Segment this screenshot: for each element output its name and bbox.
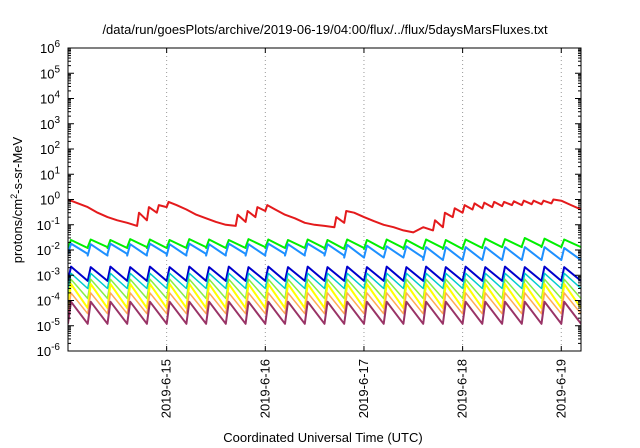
y-tick-base: 10	[40, 142, 54, 157]
y-tick-label: 104	[40, 90, 60, 107]
series-group	[68, 198, 581, 325]
y-tick-exp: -3	[51, 266, 60, 277]
series-line-0	[68, 198, 581, 234]
y-tick-label: 10-5	[37, 317, 61, 334]
y-axis-label-sup: 2	[9, 194, 19, 199]
y-tick-exp: 6	[54, 39, 60, 50]
y-tick-exp: 0	[54, 191, 60, 202]
y-axis-label: protons/cm2-s-sr-MeV	[9, 136, 25, 263]
y-axis: 10-610-510-410-310-210-11001011021031041…	[37, 39, 581, 359]
x-tick-label: 2019-6-16	[257, 359, 272, 418]
y-tick-base: 10	[40, 66, 54, 81]
y-tick-label: 10-1	[37, 216, 61, 233]
series-line-3	[68, 265, 581, 282]
x-tick-label: 2019-6-17	[356, 359, 371, 418]
y-tick-exp: 5	[54, 64, 60, 75]
chart-title: /data/run/goesPlots/archive/2019-06-19/0…	[102, 22, 548, 37]
x-axis: 2019-6-15 2019-6-16 2019-6-17 2019-6-18 2019…	[159, 48, 568, 418]
series-line-2	[68, 242, 581, 261]
y-tick-exp: 2	[54, 140, 60, 151]
series-line-8	[68, 300, 581, 325]
y-tick-exp: -6	[51, 342, 60, 353]
y-tick-label: 10-4	[37, 292, 61, 309]
y-tick-exp: 4	[54, 90, 60, 101]
y-tick-base: 10	[37, 243, 51, 258]
y-tick-exp: -4	[51, 292, 60, 303]
x-tick-label: 2019-6-19	[553, 359, 568, 418]
y-tick-base: 10	[37, 319, 51, 334]
y-axis-label-base: protons/cm	[10, 199, 25, 263]
y-tick-exp: -1	[51, 216, 60, 227]
series-line-4	[68, 272, 581, 290]
y-tick-label: 105	[40, 64, 60, 81]
y-tick-base: 10	[37, 344, 51, 359]
y-tick-label: 103	[40, 115, 60, 132]
series-line-1	[68, 237, 581, 250]
y-tick-base: 10	[37, 218, 51, 233]
y-tick-base: 10	[40, 92, 54, 107]
y-tick-base: 10	[40, 193, 54, 208]
x-axis-label: Coordinated Universal Time (UTC)	[223, 430, 422, 445]
x-tick-label: 2019-6-18	[455, 359, 470, 418]
y-tick-label: 106	[40, 39, 60, 56]
y-tick-label: 102	[40, 140, 60, 157]
series-line-6	[68, 283, 581, 310]
y-tick-base: 10	[40, 167, 54, 182]
y-tick-label: 10-2	[37, 241, 61, 258]
y-tick-exp: -5	[51, 317, 60, 328]
y-tick-exp: 3	[54, 115, 60, 126]
y-tick-label: 100	[40, 191, 60, 208]
y-tick-base: 10	[37, 294, 51, 309]
y-axis-label-rest: -s-sr-MeV	[10, 136, 25, 193]
series-line-7	[68, 292, 581, 315]
y-tick-base: 10	[40, 117, 54, 132]
y-tick-base: 10	[40, 41, 54, 56]
x-tick-label: 2019-6-15	[159, 359, 174, 418]
y-tick-base: 10	[37, 268, 51, 283]
y-tick-label: 101	[40, 165, 60, 182]
y-tick-label: 10-6	[37, 342, 61, 359]
y-tick-exp: 1	[54, 165, 60, 176]
y-tick-label: 10-3	[37, 266, 61, 283]
y-tick-exp: -2	[51, 241, 60, 252]
